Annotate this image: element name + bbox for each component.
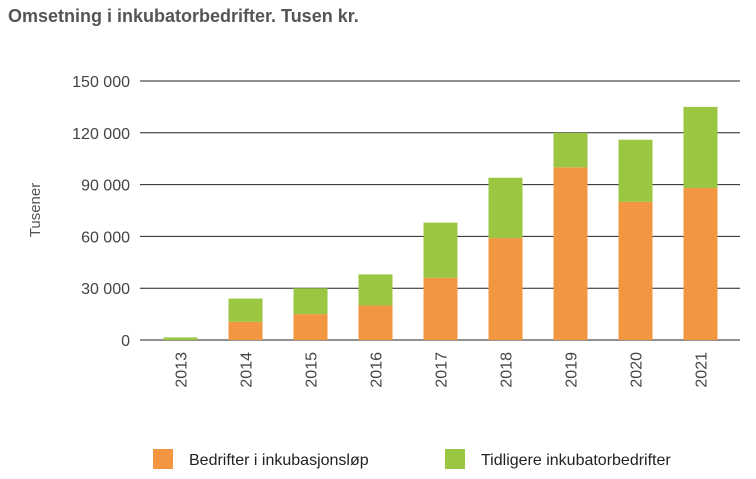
- y-tick-label: 60 000: [81, 229, 130, 246]
- chart-title: Omsetning i inkubatorbedrifter. Tusen kr…: [8, 6, 359, 26]
- y-tick-label: 90 000: [81, 178, 130, 195]
- legend-label: Tidligere inkubatorbedrifter: [481, 452, 671, 469]
- bars: [163, 106, 718, 340]
- y-axis-tick-labels: 0 30 000 60 000 90 000 120 000 150 000: [72, 74, 130, 350]
- y-tick-label: 0: [121, 333, 130, 350]
- bar-bedrifter-i-inkubasjonslop-2016: [358, 305, 393, 340]
- x-tick-label: 2014: [239, 352, 256, 388]
- x-tick-label: 2021: [694, 352, 711, 388]
- bar-tidligere-inkubatorbedrifter-2015: [293, 288, 328, 315]
- y-tick-label: 120 000: [72, 126, 130, 143]
- bar-tidligere-inkubatorbedrifter-2020: [618, 139, 653, 202]
- bar-tidligere-inkubatorbedrifter-2018: [488, 177, 523, 239]
- bar-bedrifter-i-inkubasjonslop-2018: [488, 238, 523, 340]
- x-tick-label: 2020: [629, 352, 646, 388]
- legend: Bedrifter i inkubasjonsløp Tidligere inku…: [153, 449, 671, 469]
- y-tick-label: 30 000: [81, 281, 130, 298]
- y-axis-title: Tusener: [27, 183, 44, 237]
- x-tick-label: 2016: [369, 352, 386, 388]
- x-tick-label: 2017: [434, 352, 451, 388]
- legend-label: Bedrifter i inkubasjonsløp: [189, 452, 369, 469]
- bar-bedrifter-i-inkubasjonslop-2014: [228, 321, 263, 340]
- x-tick-label: 2013: [174, 352, 191, 388]
- bar-tidligere-inkubatorbedrifter-2017: [423, 222, 458, 278]
- x-tick-label: 2018: [499, 352, 516, 388]
- x-axis-tick-labels: 2013 2014 2015 2016 2017 2018 2019 2020 2021: [174, 352, 711, 388]
- bar-bedrifter-i-inkubasjonslop-2015: [293, 314, 328, 340]
- bar-bedrifter-i-inkubasjonslop-2017: [423, 277, 458, 340]
- legend-swatch: [445, 449, 465, 469]
- bar-tidligere-inkubatorbedrifter-2016: [358, 274, 393, 306]
- x-tick-label: 2015: [304, 352, 321, 388]
- bar-tidligere-inkubatorbedrifter-2013: [163, 337, 198, 340]
- y-tick-label: 150 000: [72, 74, 130, 91]
- bar-tidligere-inkubatorbedrifter-2014: [228, 298, 263, 322]
- bar-tidligere-inkubatorbedrifter-2019: [553, 132, 588, 168]
- x-tick-label: 2019: [564, 352, 581, 388]
- bar-bedrifter-i-inkubasjonslop-2021: [683, 188, 718, 340]
- bar-bedrifter-i-inkubasjonslop-2019: [553, 167, 588, 340]
- bar-bedrifter-i-inkubasjonslop-2020: [618, 201, 653, 340]
- legend-swatch: [153, 449, 173, 469]
- bar-tidligere-inkubatorbedrifter-2021: [683, 106, 718, 189]
